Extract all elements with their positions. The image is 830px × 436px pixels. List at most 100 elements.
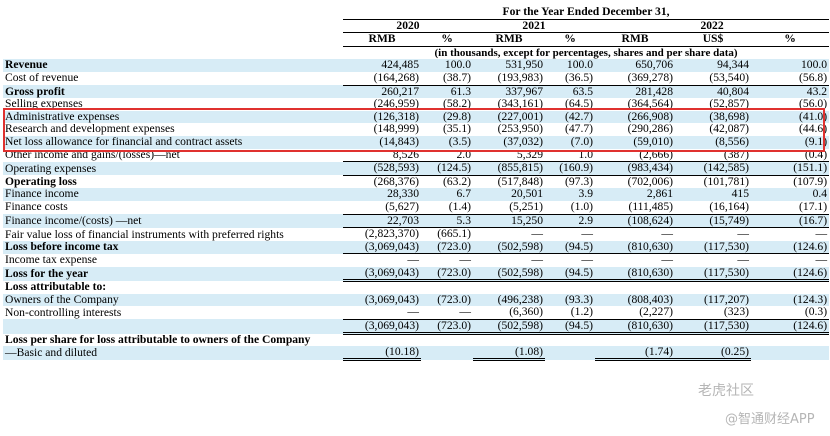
cell-value: 1.0 <box>545 148 595 163</box>
cell-value: (266,908) <box>595 110 675 124</box>
cell-value: 424,485 <box>343 59 421 72</box>
table-row: Loss for the year (3,069,043) (723.0) (502,… <box>3 266 830 283</box>
cell-value: (97.3) <box>545 174 595 189</box>
cell-value: (502,598) <box>473 318 545 336</box>
table-row: Gross profit 260,217 61.3 337,967 63.5 281,42… <box>3 84 830 99</box>
watermark-logo: 老虎社区 <box>698 383 754 399</box>
cell-value: (364,564) <box>627 97 673 111</box>
cell-value: (268,376) <box>343 174 421 189</box>
cell-value: (16,164) <box>675 200 751 215</box>
cell-value: (94.5) <box>545 240 595 254</box>
cell-value: (810,630) <box>595 240 675 254</box>
cell-value: (44.6) <box>799 122 828 136</box>
table-row: Operating loss (268,376) (63.2) (517,848) (9… <box>3 174 830 189</box>
cell-value: — <box>473 227 545 241</box>
cell-value: (63.2) <box>421 174 473 189</box>
cell-value: — <box>421 305 473 320</box>
cell-value: 2.9 <box>545 214 595 228</box>
cell-value: (59,010) <box>595 135 675 149</box>
table-row: Finance income 28,330 6.7 20,501 3.9 2,861 415… <box>3 188 830 201</box>
cell-value: (2,823,370) <box>343 227 421 241</box>
cell-value: 22,703 <box>343 214 421 228</box>
cell-value: — <box>545 227 595 241</box>
row-label: Loss before income tax <box>3 240 343 254</box>
cell-value: 15,250 <box>473 214 545 228</box>
cell-value: (723.0) <box>421 266 473 283</box>
row-label: Finance income/(costs) —net <box>3 214 343 228</box>
cell-value: (983,434) <box>595 162 675 176</box>
cell-value <box>595 281 675 294</box>
row-label: Cost of revenue <box>5 71 79 85</box>
cell-value <box>751 345 830 360</box>
cell-value: 63.5 <box>545 84 595 99</box>
cell-value: (56.0) <box>799 97 828 111</box>
cell-value <box>545 281 595 294</box>
cell-value: (107.9) <box>751 174 830 189</box>
cell-value: (517,848) <box>473 174 545 189</box>
cell-value: (1.74) <box>595 345 675 362</box>
cell-value: 5.3 <box>421 214 473 228</box>
cell-value: 415 <box>675 188 751 201</box>
cell-value: 100.0 <box>545 59 595 72</box>
unit-header: % <box>545 33 595 47</box>
cell-value: (702,006) <box>595 174 675 189</box>
cell-value: — <box>675 253 751 267</box>
cell-value: (124.3) <box>751 293 830 307</box>
row-label: Income tax expense <box>5 253 98 267</box>
cell-value: (15,749) <box>675 214 751 228</box>
cell-value: (0.4) <box>751 148 830 163</box>
table-row: Owners of the Company (3,069,043) (723.0)(… <box>3 293 830 307</box>
cell-value: (7.0) <box>545 135 595 149</box>
cell-value: (193,983) <box>473 71 545 86</box>
cell-value: 3.9 <box>545 188 595 201</box>
cell-value: (38,698) <box>675 110 751 124</box>
cell-value: (502,598) <box>473 240 545 254</box>
cell-value <box>421 281 473 294</box>
cell-value: (723.0) <box>421 318 473 336</box>
table-row: Finance costs (5,627) (1.4) (5,251) (1.0) (11… <box>3 200 830 215</box>
row-label: Fair value loss of financial instruments… <box>5 227 284 241</box>
cell-value: (723.0) <box>421 240 473 254</box>
cell-value: 6.7 <box>421 188 473 201</box>
cell-value: (290,286) <box>627 122 673 136</box>
cell-value: (56.8) <box>751 71 830 86</box>
row-label: Administrative expenses <box>3 110 343 124</box>
row-label: Research and development expenses <box>5 122 175 136</box>
cell-value <box>751 334 829 346</box>
cell-value: 43.2 <box>751 84 830 99</box>
cell-value: (42,087) <box>709 122 749 136</box>
table-row: Net loss allowance for financial and con… <box>3 135 830 149</box>
cell-value <box>545 345 595 360</box>
cell-value: — <box>595 253 675 267</box>
cell-value: (16.7) <box>751 214 830 228</box>
cell-value: (64.5) <box>564 97 593 111</box>
table-row: Loss per share for loss attributable to … <box>3 332 829 346</box>
cell-value <box>675 281 751 294</box>
cell-value: 337,967 <box>473 84 545 99</box>
row-label: Loss per share for loss attributable to … <box>5 332 311 346</box>
table-row: (3,069,043) (723.0) (502,598) (94.5) (810,63… <box>3 318 830 336</box>
cell-value: — <box>473 253 545 267</box>
cell-value: 100.0 <box>421 59 473 72</box>
row-label: Non-controlling interests <box>5 305 122 319</box>
cell-value <box>473 281 545 294</box>
cell-value: (246,959) <box>373 97 419 111</box>
cell-value: (502,598) <box>473 266 545 283</box>
cell-value: (29.8) <box>421 110 473 124</box>
cell-value: (10.18) <box>343 345 421 362</box>
row-label: Owners of the Company <box>3 293 343 307</box>
row-label: Loss attributable to: <box>5 279 107 293</box>
cell-value: (253,950) <box>497 122 543 136</box>
cell-value <box>421 334 473 346</box>
cell-value: (2,227) <box>595 305 675 320</box>
cell-value: (124.6) <box>751 318 830 336</box>
cell-value: — <box>751 253 830 267</box>
cell-value: (8,556) <box>675 135 751 149</box>
cell-value: 40,804 <box>675 84 751 99</box>
watermark-app: @智通财经APP <box>725 412 815 427</box>
unit-header: RMB <box>343 33 421 47</box>
cell-value: 0.4 <box>751 188 830 201</box>
cell-value: (117,530) <box>675 240 751 254</box>
table-row: Research and development expenses (148,99… <box>3 123 829 136</box>
cell-value: (227,001) <box>473 110 545 124</box>
